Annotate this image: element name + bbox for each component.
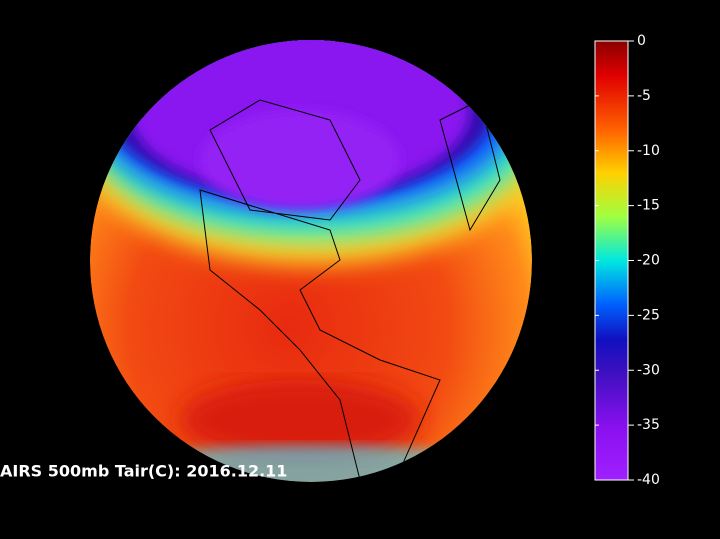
colorbar-tick-label: -40 — [637, 472, 660, 488]
colorbar-tick-label: -30 — [637, 362, 660, 378]
colorbar-tick-label: -35 — [637, 417, 660, 433]
colorbar-tick-label: -10 — [637, 143, 660, 159]
colorbar-tick-label: -5 — [637, 88, 651, 104]
colorbar-tick-label: -15 — [637, 198, 660, 214]
colorbar-tick-label: -25 — [637, 307, 660, 323]
caption: AIRS 500mb Tair(C): 2016.12.11 — [0, 462, 287, 481]
globe — [90, 40, 532, 482]
colorbar — [594, 40, 629, 481]
colorbar-tick-label: -20 — [637, 253, 660, 269]
colorbar-tick-label: 0 — [637, 33, 646, 49]
